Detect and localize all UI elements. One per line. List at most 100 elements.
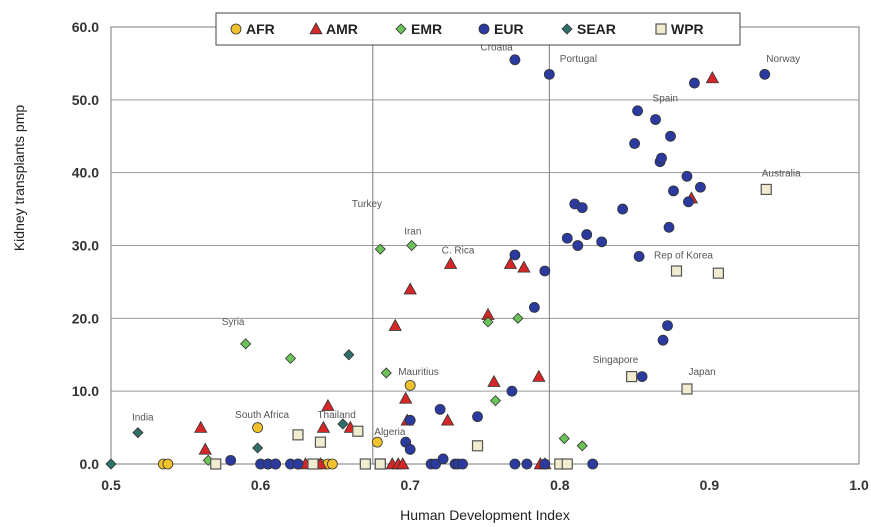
point-annotation: Mauritius xyxy=(398,367,439,378)
data-point-eur xyxy=(509,458,521,470)
data-point-eur xyxy=(668,185,679,197)
point-annotation: Rep of Korea xyxy=(654,251,713,262)
data-point-eur xyxy=(662,320,673,332)
data-point-emr xyxy=(558,432,570,445)
legend-marker-sear xyxy=(561,23,573,35)
data-point-wpr xyxy=(670,265,683,277)
data-point-eur xyxy=(683,196,694,208)
y-axis-title: Kidney transplants pmp xyxy=(11,105,27,252)
data-point-emr xyxy=(406,239,418,252)
point-annotation: Portugal xyxy=(560,54,597,65)
data-points xyxy=(105,54,772,470)
data-point-wpr xyxy=(314,436,327,448)
data-point-afr xyxy=(252,422,264,433)
data-point-wpr xyxy=(760,183,772,196)
legend-marker-emr xyxy=(395,23,407,35)
y-tick-label: 40.0 xyxy=(72,165,99,181)
point-annotation: Thailand xyxy=(317,410,355,421)
point-annotation: Spain xyxy=(653,93,679,104)
data-point-eur xyxy=(695,181,706,193)
data-point-emr xyxy=(374,243,386,255)
point-annotation: Iran xyxy=(404,227,421,238)
data-point-eur xyxy=(665,130,676,142)
data-point-eur xyxy=(528,302,540,313)
x-axis-title: Human Development Index xyxy=(400,507,570,523)
data-point-eur xyxy=(656,152,667,164)
data-point-amr xyxy=(399,391,413,404)
data-point-eur xyxy=(650,114,661,125)
data-point-amr xyxy=(517,260,531,273)
data-point-eur xyxy=(472,411,483,423)
legend: AFR AMR EMR EUR SEAR WPR xyxy=(215,12,741,46)
x-tick-label: 0.7 xyxy=(400,477,420,493)
data-point-eur xyxy=(539,458,551,470)
legend-label-emr: EMR xyxy=(411,21,442,37)
data-point-emr xyxy=(380,367,392,379)
data-point-amr xyxy=(198,442,212,455)
data-point-sear xyxy=(337,418,349,430)
x-tick-label: 0.9 xyxy=(700,477,720,493)
data-point-eur xyxy=(663,221,675,233)
point-annotation: Norway xyxy=(766,54,800,65)
point-annotation: C. Rica xyxy=(442,246,475,257)
data-point-eur xyxy=(759,68,771,80)
data-point-eur xyxy=(225,454,237,466)
data-point-wpr xyxy=(626,371,638,383)
reference-lines xyxy=(372,27,550,464)
data-point-emr xyxy=(512,312,524,324)
data-point-amr xyxy=(487,374,501,387)
point-annotation: Algeria xyxy=(374,427,406,438)
data-point-sear xyxy=(105,458,117,470)
x-tick-label: 0.8 xyxy=(550,477,570,493)
data-point-eur xyxy=(437,453,449,465)
legend-box xyxy=(215,12,741,46)
data-point-wpr xyxy=(561,458,573,470)
data-point-afr xyxy=(327,458,338,470)
data-point-eur xyxy=(689,77,700,89)
data-point-amr xyxy=(403,282,417,295)
y-tick-label: 20.0 xyxy=(72,310,99,326)
data-point-wpr xyxy=(292,429,304,441)
data-point-wpr xyxy=(210,458,222,470)
data-point-eur xyxy=(657,334,669,346)
data-point-emr xyxy=(576,440,588,452)
data-point-eur xyxy=(636,371,648,383)
data-point-amr xyxy=(503,256,518,269)
legend-label-amr: AMR xyxy=(326,21,358,37)
data-point-eur xyxy=(509,249,521,261)
point-annotation: Turkey xyxy=(352,199,382,210)
legend-label-eur: EUR xyxy=(494,21,524,37)
legend-marker-wpr xyxy=(655,23,667,35)
point-annotation: India xyxy=(132,412,154,423)
data-point-eur xyxy=(430,458,442,470)
point-annotation: Syria xyxy=(222,317,245,328)
legend-label-afr: AFR xyxy=(246,21,275,37)
data-point-eur xyxy=(543,68,555,80)
data-point-wpr xyxy=(681,383,693,395)
legend-label-sear: SEAR xyxy=(577,21,616,37)
y-tick-label: 0.0 xyxy=(80,456,100,472)
data-point-wpr xyxy=(352,425,364,437)
data-point-eur xyxy=(434,403,446,415)
point-annotation: South Africa xyxy=(235,410,289,421)
x-tick-label: 1.0 xyxy=(849,477,869,493)
annotations: Croatia Portugal Norway Spain Australia Turke… xyxy=(132,42,801,438)
data-point-wpr xyxy=(307,458,319,470)
point-annotation: Australia xyxy=(762,168,801,179)
x-tick-label: 0.6 xyxy=(251,477,271,493)
data-point-eur xyxy=(596,236,608,248)
data-point-amr xyxy=(388,318,402,331)
data-point-eur xyxy=(506,385,518,397)
tick-labels: 0.0 10.0 20.0 30.0 40.0 50.0 60.0 0.5 0.6 0.7 0.8 0… xyxy=(72,19,869,493)
data-point-amr xyxy=(532,369,546,382)
y-tick-label: 60.0 xyxy=(72,19,99,35)
data-point-emr xyxy=(240,338,252,350)
data-point-sear xyxy=(343,349,355,361)
data-point-eur xyxy=(270,458,281,470)
legend-label-wpr: WPR xyxy=(671,21,704,37)
data-point-eur xyxy=(629,138,640,149)
data-point-eur xyxy=(539,265,551,277)
data-point-eur xyxy=(681,170,693,182)
point-annotation: Japan xyxy=(688,367,715,378)
